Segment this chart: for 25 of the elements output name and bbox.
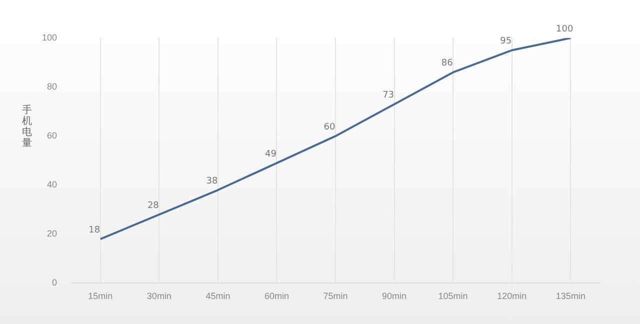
x-tick-label: 15min [88,291,113,302]
data-label: 73 [382,90,394,101]
x-tick-label: 75min [323,291,348,302]
y-tick-label: 0 [52,278,58,288]
data-label: 60 [324,122,336,132]
y-tick-label: 20 [47,228,58,239]
x-tick-label: 105min [438,291,468,302]
y-tick-label: 100 [42,32,58,42]
data-label: 28 [147,200,160,211]
data-label: 49 [265,149,277,160]
data-label: 18 [88,225,100,236]
x-tick-label: 135min [556,291,586,302]
data-label: 100 [556,24,574,34]
x-tick-label: 120min [497,291,527,302]
x-tick-label: 30min [146,291,172,302]
y-tick-label: 60 [47,130,58,141]
x-tick-label: 60min [264,291,289,302]
y-tick-label: 80 [47,82,58,92]
x-tick-label: 45min [206,291,230,302]
y-tick-label: 40 [47,180,58,190]
data-label: 38 [206,176,218,186]
y-axis-title: 手机电量 [22,105,32,149]
data-label: 86 [441,58,454,69]
data-label: 95 [500,36,512,47]
x-tick-label: 90min [382,291,407,302]
